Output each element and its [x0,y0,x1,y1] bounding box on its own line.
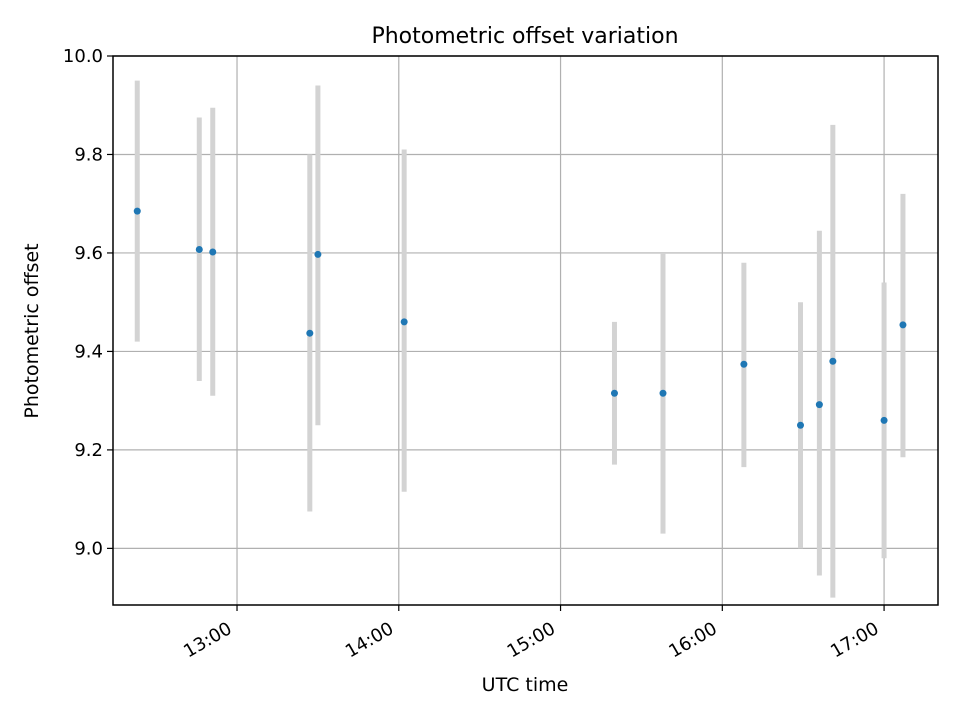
data-point [400,318,408,326]
x-tick-label: 15:00 [504,618,559,662]
data-point [133,207,141,215]
data-point [314,250,322,258]
x-axis-label: UTC time [482,674,569,696]
y-tick-label: 9.6 [74,243,103,264]
data-point [195,246,203,254]
plot-frame [112,55,939,606]
y-axis-label: Photometric offset [21,243,43,418]
data-point [797,421,804,429]
error-bars [134,80,906,598]
y-tick-label: 10.0 [63,46,103,67]
y-tick-label: 9.4 [74,341,103,362]
x-tick-label: 17:00 [827,618,882,662]
x-tick-label: 16:00 [665,618,720,662]
y-axis-ticks: 9.0 9.2 9.4 9.6 9.8 10.0 [63,46,113,559]
y-tick-label: 9.0 [74,538,103,559]
grid [113,55,938,605]
chart-title: Photometric offset variation [371,24,678,49]
data-point [740,360,748,368]
data-point [899,321,907,329]
data-point [209,248,217,256]
data-point [610,389,618,397]
x-tick-label: 14:00 [342,618,397,662]
x-axis-ticks: 13:00 14:00 15:00 16:00 17:00 [180,605,885,662]
data-point [880,416,888,424]
y-tick-label: 9.2 [74,440,103,461]
x-tick-label: 13:00 [180,618,235,662]
data-point [659,389,667,397]
data-points [133,207,907,429]
y-tick-label: 9.8 [74,144,103,165]
data-point [829,357,837,365]
data-point [815,401,823,409]
data-point [306,329,314,337]
